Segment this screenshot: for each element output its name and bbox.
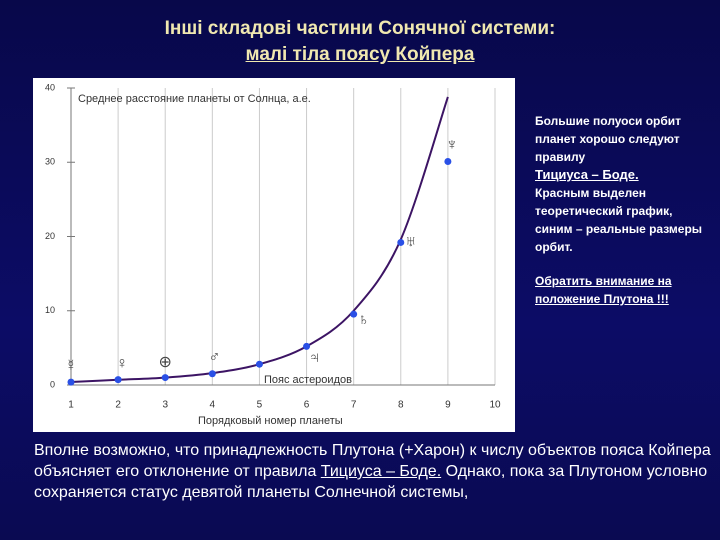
y-tick-label: 30 bbox=[45, 157, 55, 167]
text: Красным выделен теоретический график, си… bbox=[535, 186, 703, 254]
text: Большие полуоси орбит планет хорошо след… bbox=[535, 114, 682, 164]
point bbox=[67, 378, 75, 386]
planet-symbol: ☿ bbox=[65, 357, 77, 374]
text: Однако, пока за Плутоном условно сохраня… bbox=[34, 463, 708, 501]
emphasis: Обратить внимание на положение Плутона !… bbox=[535, 272, 695, 308]
planet-symbol: ♄ bbox=[358, 311, 370, 328]
x-tick-label: 10 bbox=[489, 400, 501, 411]
side-note: Большие полуоси орбит планет хорошо след… bbox=[535, 112, 705, 308]
x-axis-title: Порядковый номер планеты bbox=[198, 415, 343, 427]
x-tick-label: 1 bbox=[68, 400, 74, 411]
x-tick-label: 6 bbox=[304, 400, 310, 411]
y-tick-label: 40 bbox=[45, 82, 55, 92]
point bbox=[161, 374, 169, 382]
link[interactable]: Тициуса – Боде. bbox=[535, 166, 705, 184]
point bbox=[114, 376, 122, 384]
x-tick-label: 8 bbox=[398, 400, 404, 411]
point bbox=[208, 370, 216, 378]
x-tick-label: 7 bbox=[351, 400, 357, 411]
title: малі тіла поясу Койпера bbox=[245, 44, 475, 65]
x-tick-label: 9 bbox=[445, 400, 451, 411]
point bbox=[350, 310, 358, 318]
y-axis-title: Среднее расстояние планеты от Солнца, а.… bbox=[78, 93, 311, 105]
bottom-text: Вполне возможно, что принадлежность Плут… bbox=[34, 440, 714, 503]
point bbox=[397, 238, 405, 246]
planet-symbol: ♆ bbox=[446, 137, 458, 154]
y-tick-label: 20 bbox=[45, 231, 55, 241]
link[interactable]: Тициуса – Боде. bbox=[320, 463, 442, 480]
text: Вполне возможно, что принадлежность Плут… bbox=[34, 442, 711, 480]
planet-symbol: ♀ bbox=[116, 355, 128, 372]
y-tick-label: 10 bbox=[45, 305, 55, 315]
x-tick-label: 4 bbox=[210, 400, 216, 411]
point bbox=[444, 158, 452, 166]
x-tick-label: 3 bbox=[162, 400, 168, 411]
point bbox=[255, 360, 263, 368]
x-tick-label: 2 bbox=[115, 400, 121, 411]
title: Інші складові частини Сонячної системи: bbox=[164, 18, 556, 39]
y-tick-label: 0 bbox=[50, 379, 55, 389]
emphasis-text: Обратить внимание на положение Плутона !… bbox=[535, 274, 672, 306]
link-text[interactable]: Тициуса – Боде. bbox=[535, 167, 639, 182]
planet-symbol: ⊕ bbox=[159, 354, 172, 371]
planet-symbol: ♅ bbox=[405, 234, 417, 251]
annotation: Пояс астероидов bbox=[264, 374, 352, 386]
planet-symbol: ♂ bbox=[208, 349, 220, 366]
chart: 1 2 3 4 5 6 7 8 9 10 0 10 20 30 40 Среднее расстояние п… bbox=[33, 78, 515, 432]
x-tick-label: 5 bbox=[257, 400, 263, 411]
planet-symbol: ♃ bbox=[309, 350, 321, 367]
point bbox=[303, 342, 311, 350]
